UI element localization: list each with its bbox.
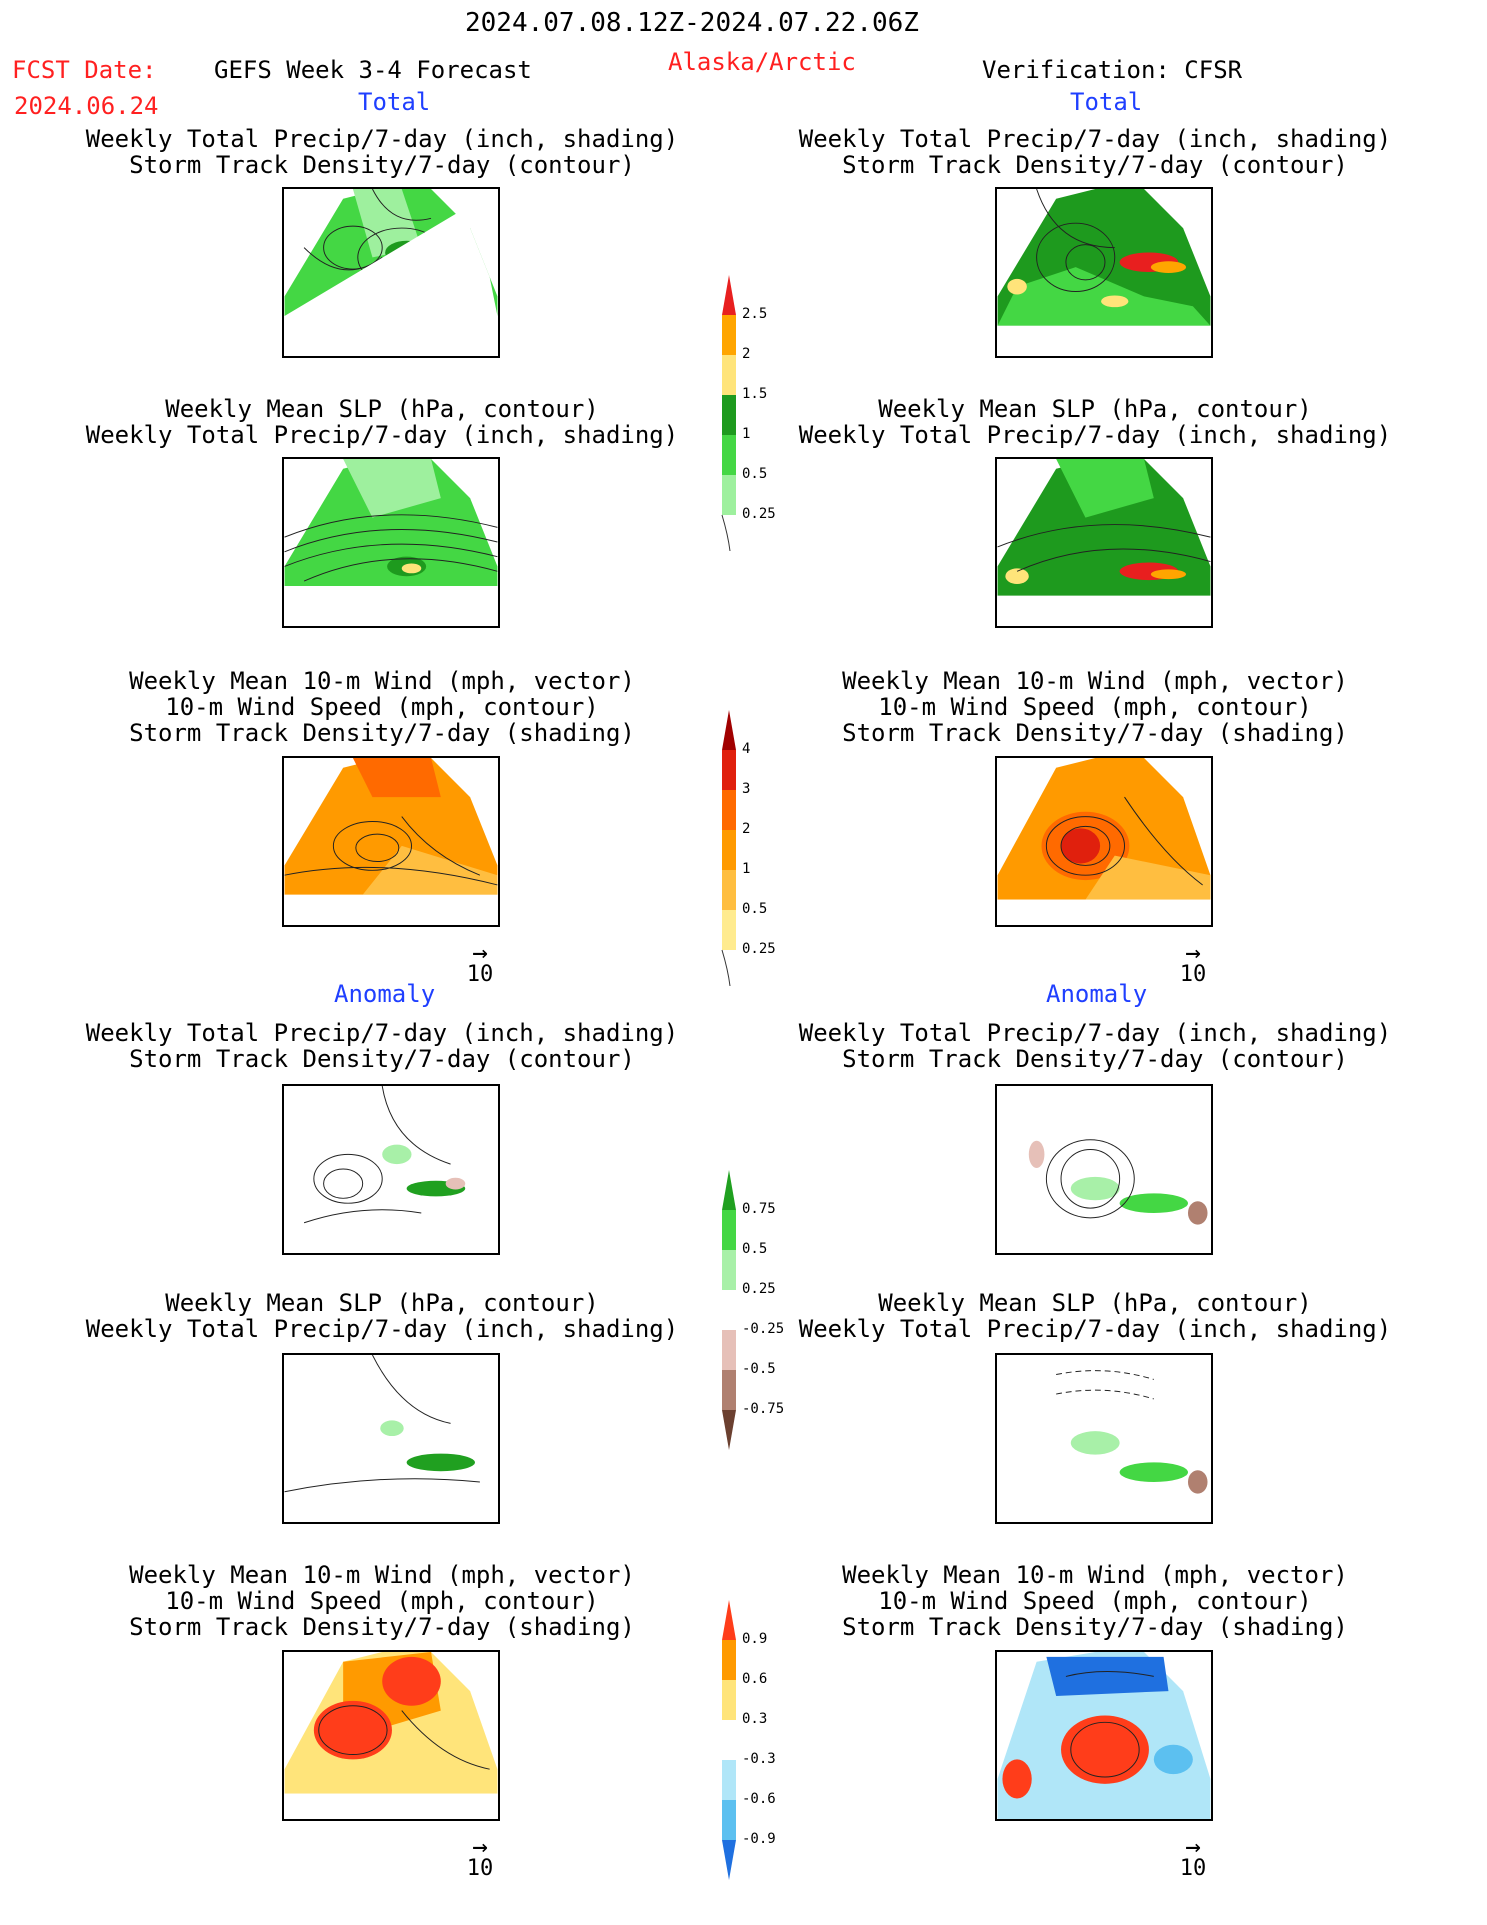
date-range: 2024.07.08.12Z-2024.07.22.06Z bbox=[465, 8, 919, 38]
title-slp-total-left: Weekly Mean SLP (hPa, contour) Weekly To… bbox=[85, 395, 679, 449]
vector-ref-anom-right: → 10 bbox=[1179, 1832, 1207, 1881]
colorbar-segment bbox=[722, 1600, 736, 1640]
colorbar-precip-total: 2.5 2 1.5 1 0.5 0.25 bbox=[710, 265, 830, 555]
colorbar-segment bbox=[722, 710, 736, 750]
colorbar-label: 0.25 bbox=[742, 1281, 776, 1297]
verification-label: Verification: CFSR bbox=[982, 56, 1243, 84]
title-slp-total-right: Weekly Mean SLP (hPa, contour) Weekly To… bbox=[798, 395, 1392, 449]
colorbar-label: 2 bbox=[742, 821, 751, 837]
colorbar-label: 0.6 bbox=[742, 1671, 768, 1687]
region-label: Alaska/Arctic bbox=[668, 48, 856, 76]
colorbar-segment bbox=[722, 1290, 736, 1330]
map-wind-anom-forecast bbox=[282, 1650, 500, 1821]
colorbar-segment bbox=[722, 830, 736, 870]
map-slp-total-forecast bbox=[282, 457, 500, 628]
map-precip-total-forecast bbox=[282, 187, 500, 358]
title-wind-total-left: Weekly Mean 10-m Wind (mph, vector) 10-m… bbox=[129, 667, 635, 747]
colorbar-label: 1 bbox=[742, 426, 751, 442]
colorbar-label: 2.5 bbox=[742, 306, 768, 322]
colorbar-segment bbox=[722, 1680, 736, 1720]
colorbar-label: -0.25 bbox=[742, 1321, 785, 1337]
map-slp-anom-forecast bbox=[282, 1353, 500, 1524]
fcst-date: 2024.06.24 bbox=[14, 92, 159, 120]
colorbar-segment bbox=[722, 750, 736, 790]
colorbar-segment bbox=[722, 1800, 736, 1840]
colorbar-segment bbox=[722, 1840, 736, 1880]
colorbar-storm-track-anomaly: 0.9 0.6 0.3 -0.3 -0.6 -0.9 bbox=[710, 1590, 830, 1880]
colorbar-label: 4 bbox=[742, 741, 751, 757]
colorbar-segment bbox=[722, 355, 736, 395]
section-total-left: Total bbox=[358, 88, 431, 116]
colorbar-segment bbox=[722, 1250, 736, 1290]
colorbar-label: 0.3 bbox=[742, 1711, 768, 1727]
colorbar-label: 0.5 bbox=[742, 466, 768, 482]
colorbar-segment bbox=[722, 1170, 736, 1210]
title-precip-total-right: Weekly Total Precip/7-day (inch, shading… bbox=[798, 125, 1392, 179]
title-precip-anom-right: Weekly Total Precip/7-day (inch, shading… bbox=[798, 1019, 1392, 1073]
fcst-label: FCST Date: bbox=[12, 56, 157, 84]
colorbar-label: 1 bbox=[742, 861, 751, 877]
colorbar-label: 0.25 bbox=[742, 506, 776, 522]
colorbar-segment bbox=[722, 315, 736, 355]
colorbar-precip-anomaly: 0.75 0.5 0.25 -0.25 -0.5 -0.75 bbox=[710, 1160, 830, 1450]
vector-ref-total-right: → 10 bbox=[1179, 938, 1207, 987]
colorbar-label: 3 bbox=[742, 781, 751, 797]
colorbar-segment bbox=[722, 1210, 736, 1250]
title-wind-total-right: Weekly Mean 10-m Wind (mph, vector) 10-m… bbox=[842, 667, 1348, 747]
title-precip-total-left: Weekly Total Precip/7-day (inch, shading… bbox=[85, 125, 679, 179]
colorbar-segment bbox=[722, 275, 736, 315]
map-precip-total-verification bbox=[995, 187, 1213, 358]
colorbar-label: -0.9 bbox=[742, 1831, 776, 1847]
colorbar-label: -0.75 bbox=[742, 1401, 785, 1417]
map-precip-anom-forecast bbox=[282, 1084, 500, 1255]
title-slp-anom-left: Weekly Mean SLP (hPa, contour) Weekly To… bbox=[85, 1289, 679, 1343]
colorbar-label: 0.9 bbox=[742, 1631, 768, 1647]
colorbar-label: 2 bbox=[742, 346, 751, 362]
map-slp-anom-verification bbox=[995, 1353, 1213, 1524]
colorbar-storm-track-total: 4 3 2 1 0.5 0.25 bbox=[710, 700, 830, 990]
colorbar-segment bbox=[722, 1760, 736, 1800]
colorbar-segment bbox=[722, 395, 736, 435]
section-anomaly-right: Anomaly bbox=[1046, 980, 1148, 1008]
colorbar-segment bbox=[722, 910, 736, 950]
colorbar-label: 0.75 bbox=[742, 1201, 776, 1217]
colorbar-label: 1.5 bbox=[742, 386, 768, 402]
section-anomaly-left: Anomaly bbox=[334, 980, 436, 1008]
map-precip-anom-verification bbox=[995, 1084, 1213, 1255]
colorbar-segment bbox=[722, 790, 736, 830]
colorbar-segment bbox=[722, 1370, 736, 1410]
section-total-right: Total bbox=[1070, 88, 1143, 116]
map-wind-total-verification bbox=[995, 756, 1213, 927]
title-precip-anom-left: Weekly Total Precip/7-day (inch, shading… bbox=[85, 1019, 679, 1073]
colorbar-label: -0.5 bbox=[742, 1361, 776, 1377]
colorbar-label: -0.6 bbox=[742, 1791, 776, 1807]
colorbar-segment bbox=[722, 1720, 736, 1760]
colorbar-segment bbox=[722, 870, 736, 910]
colorbar-segment bbox=[722, 475, 736, 515]
map-slp-total-verification bbox=[995, 457, 1213, 628]
colorbar-segment bbox=[722, 435, 736, 475]
vector-ref-anom-left: → 10 bbox=[466, 1832, 494, 1881]
colorbar-label: 0.25 bbox=[742, 941, 776, 957]
colorbar-tail bbox=[721, 949, 731, 987]
map-wind-anom-verification bbox=[995, 1650, 1213, 1821]
title-wind-anom-left: Weekly Mean 10-m Wind (mph, vector) 10-m… bbox=[129, 1561, 635, 1641]
map-wind-total-forecast bbox=[282, 756, 500, 927]
title-wind-anom-right: Weekly Mean 10-m Wind (mph, vector) 10-m… bbox=[842, 1561, 1348, 1641]
colorbar-label: 0.5 bbox=[742, 1241, 768, 1257]
colorbar-segment bbox=[722, 1640, 736, 1680]
vector-ref-total-left: → 10 bbox=[466, 938, 494, 987]
colorbar-label: -0.3 bbox=[742, 1751, 776, 1767]
colorbar-segment bbox=[722, 1410, 736, 1450]
colorbar-tail bbox=[721, 514, 731, 552]
colorbar-segment bbox=[722, 1330, 736, 1370]
title-slp-anom-right: Weekly Mean SLP (hPa, contour) Weekly To… bbox=[798, 1289, 1392, 1343]
model-title: GEFS Week 3-4 Forecast bbox=[214, 56, 532, 84]
colorbar-label: 0.5 bbox=[742, 901, 768, 917]
